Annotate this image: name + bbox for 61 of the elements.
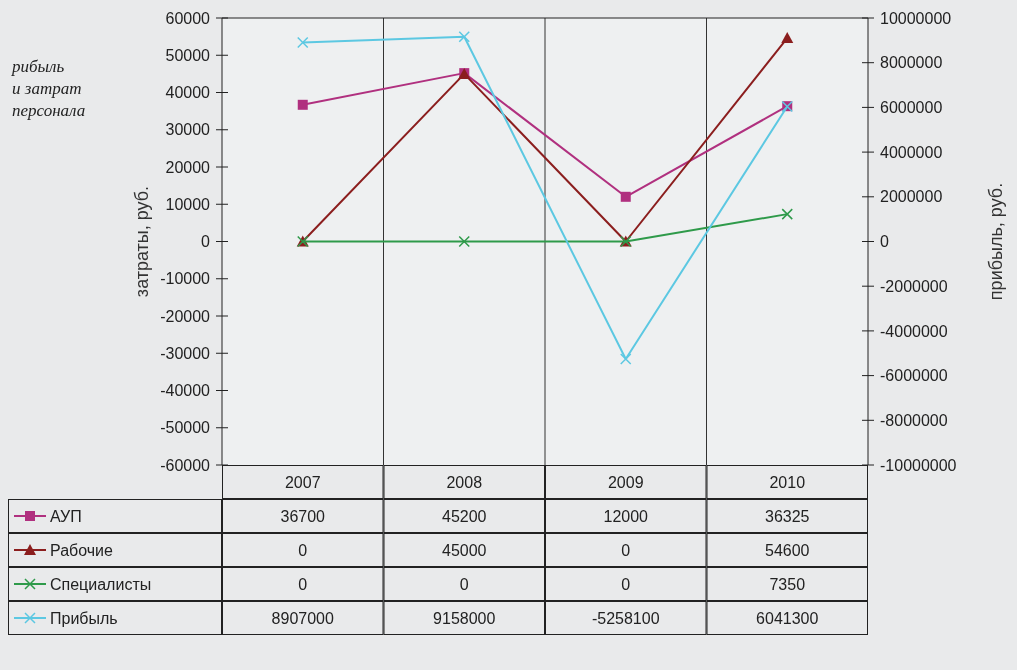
y-tick-label: 40000	[165, 84, 211, 102]
y2-tick-label: -8000000	[880, 411, 948, 429]
data-label: 0	[621, 541, 631, 559]
y-tick-label: 30000	[165, 121, 211, 139]
legend-label: АУП	[50, 507, 82, 525]
y-tick-label: -50000	[160, 419, 211, 437]
y2-tick-label: 2000000	[880, 188, 943, 206]
data-label: 8907000	[271, 609, 334, 627]
y2-tick-label: 10000000	[880, 9, 952, 27]
y2-tick-label: 0	[880, 233, 889, 251]
data-label: 45000	[442, 541, 487, 559]
x-tick-label: 2010	[769, 473, 806, 491]
y-tick-label: 0	[201, 233, 211, 251]
y-tick-label: -60000	[160, 456, 211, 474]
data-label: 0	[298, 541, 308, 559]
y2-tick-label: -6000000	[880, 367, 948, 385]
y-tick-label: -20000	[160, 307, 211, 325]
point	[781, 32, 794, 44]
data-label: 36700	[280, 507, 326, 525]
point	[297, 99, 308, 110]
x-tick-label: 2009	[607, 473, 644, 491]
data-label: 0	[621, 575, 631, 593]
point	[620, 191, 631, 202]
data-label: -5258100	[591, 609, 660, 627]
y2-tick-label: -10000000	[880, 456, 957, 474]
data-label: 45200	[442, 507, 487, 525]
y2-tick-label: -2000000	[880, 277, 948, 295]
y-tick-label: 60000	[165, 9, 211, 27]
text: рибыль	[11, 57, 65, 76]
point	[458, 235, 470, 248]
y2-tick-label: 6000000	[880, 99, 943, 116]
point	[620, 353, 632, 365]
point	[297, 36, 309, 49]
y-tick-label: 50000	[165, 46, 211, 64]
y-tick-label: 20000	[165, 158, 211, 176]
text: и затрат	[12, 79, 82, 98]
y2-axis-title: прибыль, руб.	[986, 182, 1006, 301]
y-tick-label: -30000	[160, 344, 211, 362]
y-tick-label: -10000	[160, 270, 211, 288]
data-label: 54600	[765, 541, 810, 559]
data-label: 9158000	[433, 609, 496, 627]
data-label: 0	[298, 575, 308, 593]
y2-tick-label: 4000000	[880, 143, 943, 161]
y2-tick-label: -4000000	[880, 322, 948, 340]
legend-label: Рабочие	[50, 541, 114, 559]
point	[781, 208, 793, 220]
y-tick-label: 10000	[165, 195, 211, 213]
y-axis-title: затраты, руб.	[132, 185, 152, 298]
x-tick-label: 2008	[446, 473, 483, 491]
point	[458, 31, 470, 43]
data-label: 0	[459, 575, 469, 593]
y-tick-label: -40000	[160, 382, 211, 400]
text: персонала	[12, 101, 86, 120]
data-label: 6041300	[756, 609, 819, 627]
legend-label: Специалисты	[50, 575, 152, 593]
legend-label: Прибыль	[50, 609, 118, 627]
data-label: 36325	[765, 507, 810, 525]
y2-tick-label: 8000000	[880, 54, 943, 72]
x-tick-label: 2007	[284, 473, 321, 491]
data-label: 12000	[603, 507, 649, 525]
data-label: 7350	[769, 575, 806, 593]
